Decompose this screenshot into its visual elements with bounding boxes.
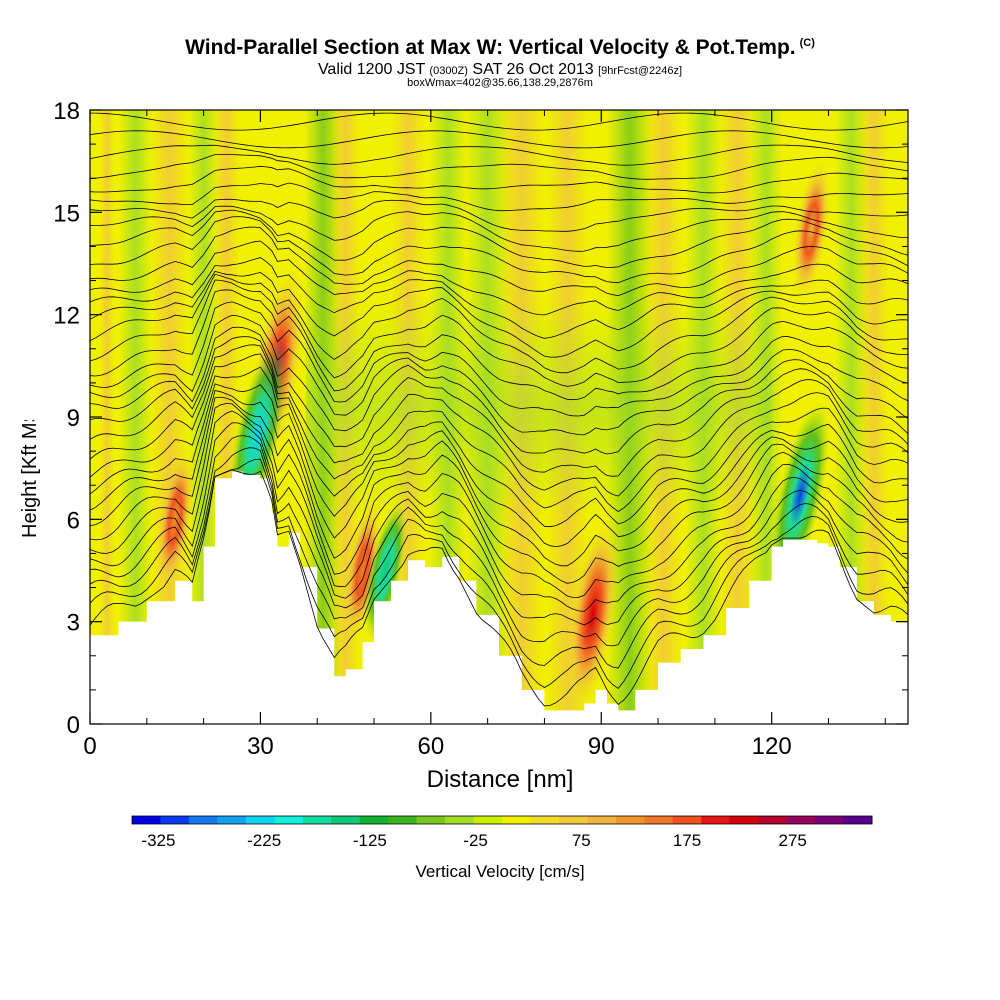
isentrope-line — [90, 144, 908, 166]
y-tick-label: 18 — [53, 98, 80, 125]
isentrope-line — [90, 273, 908, 374]
y-tick-label: 12 — [53, 303, 80, 330]
colorbar-swatch — [843, 816, 873, 824]
isentrope-line — [90, 396, 908, 584]
colorbar-swatch — [188, 816, 218, 824]
chart-title-text: Wind-Parallel Section at Max W: Vertical… — [185, 36, 796, 59]
valid-prefix: Valid 1200 JST — [317, 61, 425, 78]
isentrope-line — [90, 390, 908, 567]
isentrope-line — [90, 314, 908, 436]
isentrope-line — [90, 226, 908, 297]
colorbar-swatch — [445, 816, 475, 824]
colorbar-swatch — [786, 816, 816, 824]
colorbar-swatch — [530, 816, 560, 824]
colorbar-tick-label: -225 — [247, 831, 281, 850]
colorbar-swatch — [729, 816, 759, 824]
velocity-band — [305, 297, 772, 520]
isentrope-line — [90, 422, 908, 626]
x-tick-label: 90 — [588, 733, 615, 760]
isentrope-line — [90, 435, 908, 647]
x-axis-title: Distance [nm] — [426, 766, 574, 793]
copyright-mark: (C) — [799, 37, 815, 49]
colorbar-tick-label: -25 — [463, 831, 488, 850]
isentrope-line — [90, 112, 908, 131]
isentrope-line — [90, 130, 908, 149]
colorbar-swatch — [245, 816, 275, 824]
x-tick-label: 30 — [247, 733, 274, 760]
x-tick-label: 60 — [417, 733, 444, 760]
isentrope-line — [90, 209, 908, 268]
colorbar-tick-label: -125 — [353, 831, 387, 850]
isentrope-line — [90, 403, 908, 598]
isentrope-line — [90, 279, 908, 387]
colorbar-swatch — [672, 816, 702, 824]
isentrope-line — [90, 366, 908, 528]
colorbar-swatch — [416, 816, 446, 824]
x-tick-label: 120 — [752, 733, 792, 760]
colorbar-swatch — [160, 816, 190, 824]
valid-date: SAT 26 Oct 2013 — [472, 61, 594, 78]
colorbar-swatch — [331, 816, 361, 824]
boxmax-info: boxWmax=402@35.66,138.29,2876m — [407, 77, 593, 89]
colorbar-swatch — [274, 816, 304, 824]
colorbar-swatch — [644, 816, 674, 824]
y-tick-label: 0 — [67, 712, 80, 739]
x-tick-label: 0 — [83, 733, 96, 760]
colorbar-swatch — [615, 816, 645, 824]
isentrope-line — [90, 198, 908, 232]
y-tick-label: 15 — [53, 200, 80, 227]
y-tick-label: 9 — [67, 405, 80, 432]
colorbar-tick-label: 75 — [572, 831, 591, 850]
colorbar-swatch — [701, 816, 731, 824]
colorbar-swatch — [758, 816, 788, 824]
velocity-band — [99, 110, 115, 724]
isentrope-line — [90, 326, 908, 455]
colorbar-swatch — [217, 816, 247, 824]
y-axis-title: Height [Kft MSL] — [8, 392, 48, 546]
isentrope-line — [90, 458, 908, 689]
y-axis-title-text: Height [Kft MSL] — [19, 420, 41, 538]
isentrope-line — [90, 257, 908, 339]
colorbar-swatch — [587, 816, 617, 824]
y-tick-label: 3 — [67, 610, 80, 637]
colorbar-tick-label: 175 — [673, 831, 701, 850]
terrain-mask — [90, 471, 908, 725]
colorbar-swatch — [359, 816, 389, 824]
colorbar-swatch — [388, 816, 418, 824]
isentrope-line — [90, 447, 908, 669]
chart-subtitle: Valid 1200 JST (0300Z) SAT 26 Oct 2013 [… — [0, 61, 1000, 79]
isentrope-line — [90, 270, 908, 358]
chart-title: Wind-Parallel Section at Max W: Vertical… — [0, 36, 1000, 60]
isentrope-line — [90, 182, 908, 212]
isentrope-line — [90, 154, 908, 180]
isentrope-line — [90, 410, 908, 612]
updraft-core — [156, 449, 194, 589]
isentrope-line — [90, 240, 908, 316]
isentrope-line — [90, 205, 908, 252]
forecast-info: [9hrFcst@2246z] — [598, 65, 683, 77]
colorbar-swatch — [502, 816, 531, 824]
valid-utc: (0300Z) — [429, 65, 468, 77]
isentrope-line — [90, 383, 908, 548]
isentrope-line — [90, 344, 908, 497]
colorbar-tick-label: 275 — [779, 831, 807, 850]
colorbar-swatch — [132, 816, 161, 824]
colorbar-swatch — [815, 816, 845, 824]
colorbar-swatch — [558, 816, 588, 824]
colorbar-title: Vertical Velocity [cm/s] — [415, 862, 585, 881]
y-tick-label: 6 — [67, 507, 80, 534]
colorbar-swatch — [302, 816, 332, 824]
colorbar-frame — [131, 815, 873, 825]
isentrope-line — [90, 353, 908, 512]
colorbar-swatch — [473, 816, 503, 824]
isentrope-line — [90, 216, 908, 284]
isentrope-line — [90, 301, 908, 417]
isentrope-line — [90, 289, 908, 401]
isentrope-line — [90, 336, 908, 477]
isentrope-line — [90, 165, 908, 194]
colorbar-tick-label: -325 — [141, 831, 175, 850]
